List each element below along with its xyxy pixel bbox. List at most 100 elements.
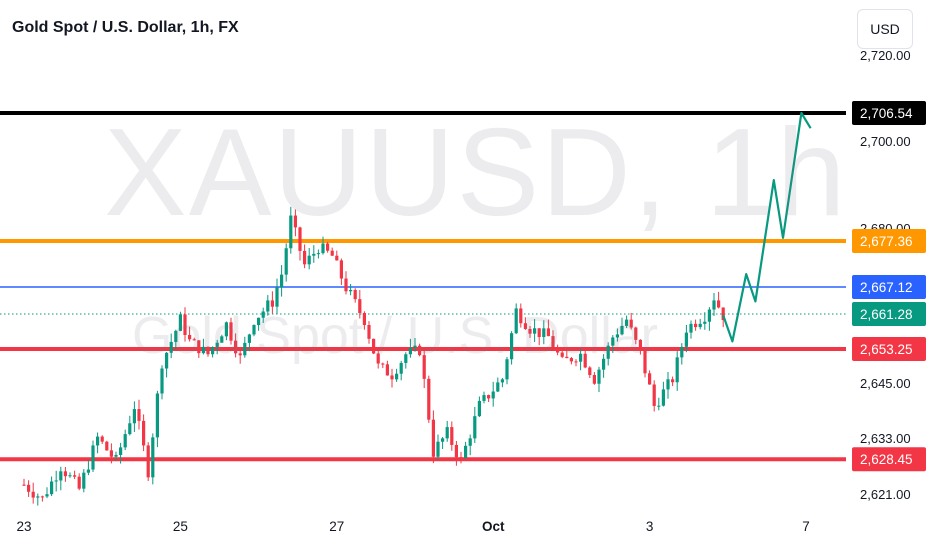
candle-body [657,405,661,407]
candle-body [349,289,353,292]
candle-body [431,419,435,457]
candle-body [560,352,564,357]
time-tick-label: 25 [173,519,188,534]
candle-body [142,420,146,446]
candle-body [698,323,702,328]
candle-body [247,334,251,343]
candle-body [427,378,431,420]
candle-body [675,357,679,383]
candle-body [551,336,555,349]
level-price-tag: 2,677.36 [860,234,913,249]
candle-body [215,342,219,347]
candle-body [224,322,228,337]
candle-body [128,423,132,435]
candle-body [694,323,698,328]
candle-body [132,409,136,424]
candle-body [514,308,518,334]
candle-body [326,243,330,251]
candle-body [666,379,670,390]
candle-body [266,300,270,312]
currency-button[interactable]: USD [857,9,913,49]
candle-body [459,457,463,459]
candle-body [178,314,182,331]
candle-body [597,369,601,384]
candle-body [712,300,716,310]
candle-body [275,287,279,307]
level-price-tag: 2,628.45 [860,452,913,467]
candle-body [257,317,261,326]
chart-title: Gold Spot / U.S. Dollar, 1h, FX [12,19,239,36]
candle-body [496,382,500,392]
candle-body [362,312,366,326]
candle-body [155,393,159,438]
candle-body [395,373,399,380]
candle-body [615,334,619,338]
description-watermark: Gold Spot / U.S. Dollar [132,307,658,365]
candle-body [537,328,541,338]
time-tick-label: 23 [16,519,31,534]
candle-body [583,353,587,368]
current-price-tag-bg [852,302,926,326]
candle-body [45,494,49,497]
candle-body [629,319,633,328]
candle-body [661,389,665,406]
candle-body [174,330,178,342]
candle-body [151,437,155,478]
candle-body [160,368,164,394]
candle-body [77,476,81,489]
candle-body [689,323,693,333]
candle-body [289,215,293,249]
candle-body [146,445,150,478]
candle-body [491,391,495,399]
candle-body [408,347,412,355]
candle-body [367,325,371,339]
level-price-tag: 2,706.54 [860,106,913,121]
level-price-tag: 2,667.12 [860,280,913,295]
candle-body [542,328,546,338]
candle-body [569,358,573,362]
candle-body [717,300,721,308]
candle-body [36,496,40,498]
candle-body [381,363,385,365]
candle-body [680,346,684,358]
candle-body [533,328,537,334]
price-tick-label: 2,633.00 [860,431,911,446]
candle-body [652,384,656,406]
candle-body [574,361,578,363]
candle-body [344,278,348,292]
candle-body [114,454,118,457]
candle-body [684,332,688,347]
candle-body [353,289,357,300]
candle-body [123,434,127,448]
candle-body [671,379,675,383]
candle-body [321,243,325,254]
candle-body [82,472,86,489]
time-tick-label: Oct [482,519,505,534]
candle-body [316,253,320,255]
candle-body [376,353,380,364]
candle-body [211,346,215,355]
candle-body [592,375,596,384]
candle-body [556,348,560,353]
candle-body [510,333,514,360]
candle-body [441,438,445,442]
candle-body [385,364,389,376]
candle-body [707,309,711,322]
candle-body [68,475,72,477]
candle-body [372,338,376,354]
candle-body [59,471,63,481]
candle-body [252,325,256,335]
price-tick-label: 2,621.00 [860,487,911,502]
candle-body [643,350,647,374]
candle-body [100,436,104,442]
candle-body [298,227,302,251]
candle-body [201,346,205,354]
candle-body [284,248,288,275]
candle-body [234,340,238,354]
candle-body [27,484,31,492]
candle-body [270,300,274,307]
candle-body [119,447,123,455]
candlestick-series [22,206,725,506]
candle-body [565,356,569,359]
